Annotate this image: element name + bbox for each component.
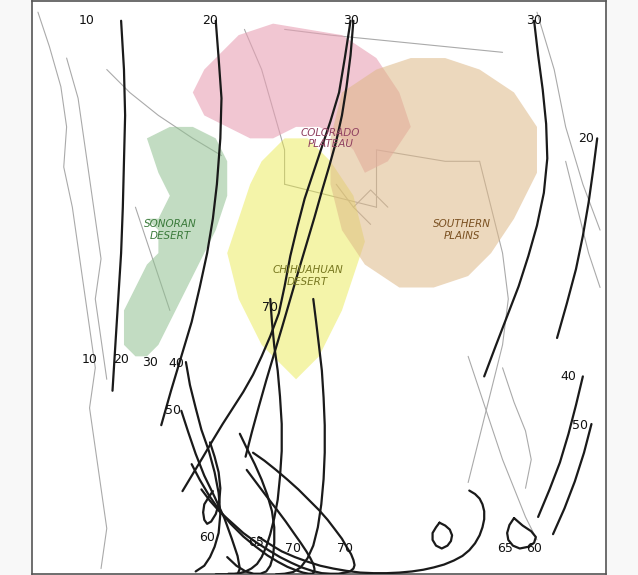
Text: 10: 10 [82,352,98,366]
Polygon shape [227,139,365,380]
Text: 65: 65 [248,536,264,549]
Text: SOUTHERN
PLAINS: SOUTHERN PLAINS [433,219,491,241]
Text: 70: 70 [285,542,301,555]
Polygon shape [124,127,227,356]
Text: 20: 20 [113,352,129,366]
Text: 10: 10 [78,14,94,27]
Polygon shape [330,58,537,288]
Text: 40: 40 [561,370,577,383]
Text: COLORADO
PLATEAU: COLORADO PLATEAU [300,128,360,149]
Text: 30: 30 [343,14,359,27]
Text: 40: 40 [169,356,184,370]
Text: CHIHUAHUAN
DESERT: CHIHUAHUAN DESERT [272,265,343,287]
Text: 65: 65 [498,542,514,555]
Text: 50: 50 [572,419,588,432]
Text: 70: 70 [337,542,353,555]
Text: 70: 70 [262,301,278,314]
Text: 20: 20 [202,14,218,27]
Text: 60: 60 [526,542,542,555]
Text: 50: 50 [165,404,181,417]
Text: 60: 60 [199,531,215,543]
Text: 20: 20 [578,132,594,145]
Text: 30: 30 [142,355,158,369]
Text: SONORAN
DESERT: SONORAN DESERT [144,219,197,241]
Text: 30: 30 [526,14,542,27]
Polygon shape [193,24,411,172]
